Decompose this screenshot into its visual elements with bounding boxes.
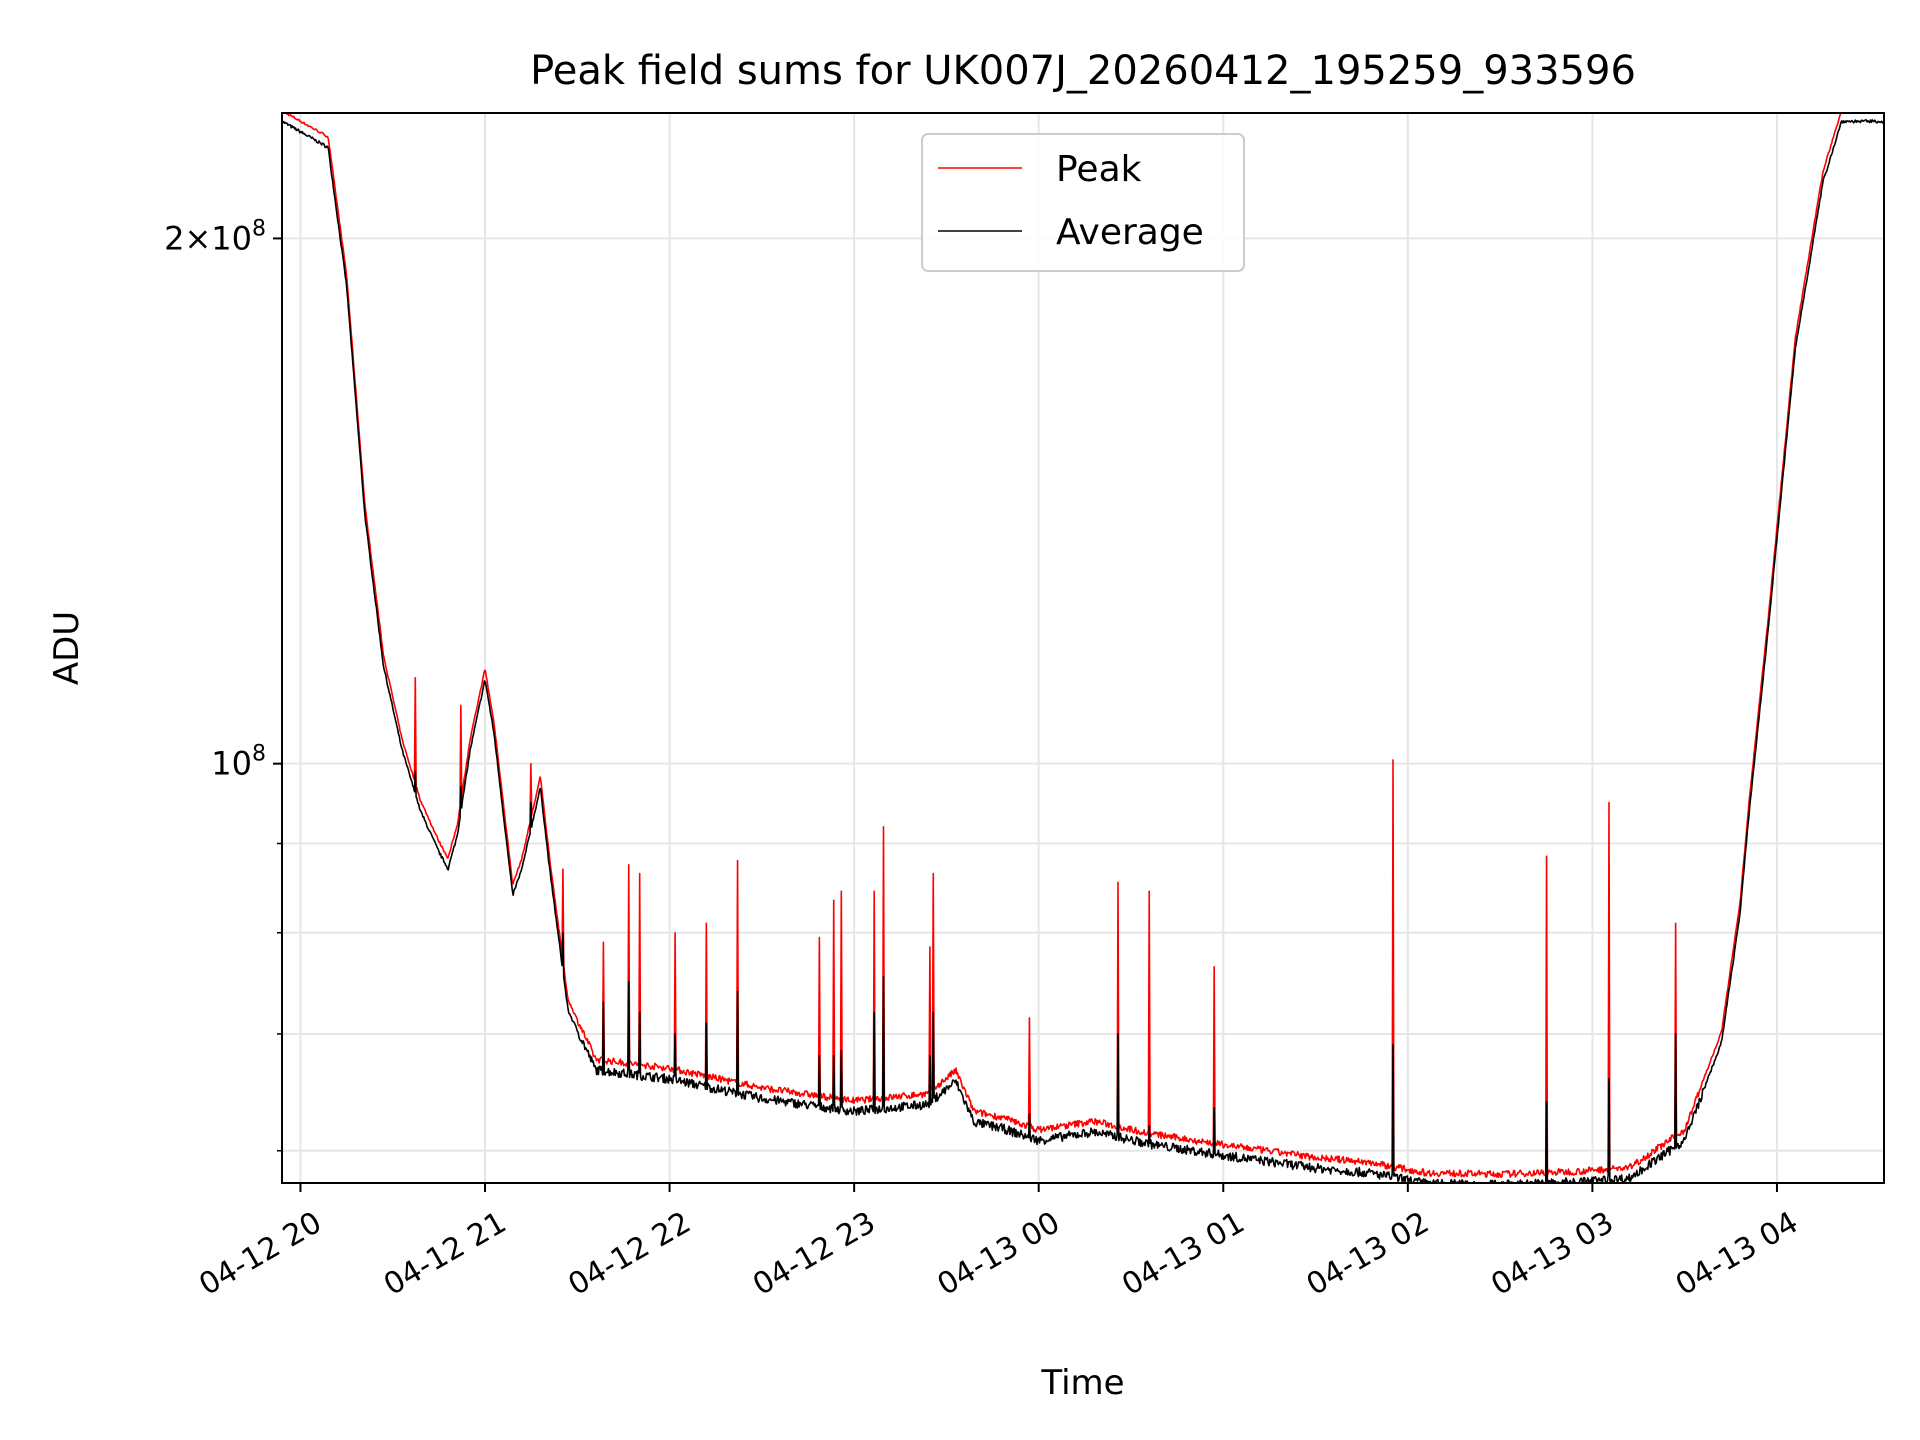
legend-label-average: Average [1056,212,1204,253]
chart: Peak field sums for UK007J_20260412_1952… [0,0,1920,1440]
y-tick-label: 2×108 [164,216,266,257]
x-axis-label: Time [1040,1363,1124,1403]
chart-title: Peak field sums for UK007J_20260412_1952… [530,48,1636,94]
legend: Peak Average [922,134,1244,271]
y-axis-label: ADU [47,611,87,685]
legend-label-peak: Peak [1056,149,1142,190]
